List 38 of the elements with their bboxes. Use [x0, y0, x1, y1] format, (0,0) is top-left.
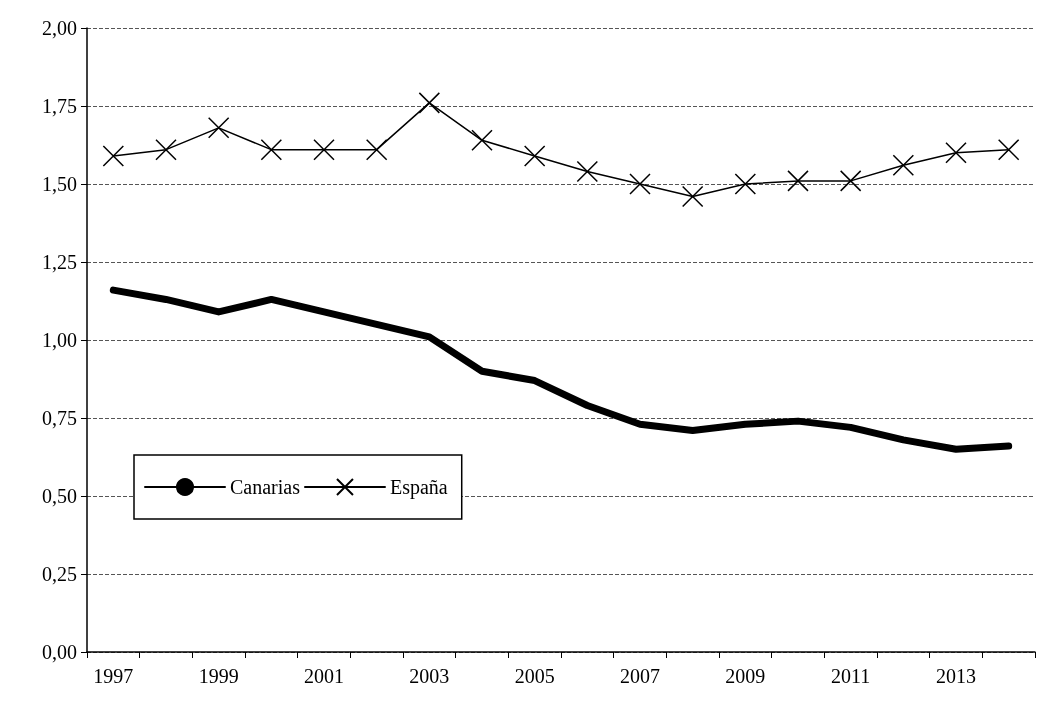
y-tick-label: 1,00	[42, 329, 77, 351]
x-tick-label: 2005	[514, 665, 555, 687]
x-tick-label: 2003	[409, 665, 450, 687]
point	[787, 170, 809, 192]
point	[997, 138, 1020, 161]
point	[102, 145, 125, 167]
y-tick-label: 1,50	[42, 173, 77, 195]
point	[155, 138, 177, 161]
y-tick-label: 0,25	[42, 563, 77, 585]
x-tick-label: 1997	[93, 665, 134, 687]
x-tick-label: 1999	[198, 665, 239, 687]
point	[207, 117, 230, 139]
point	[945, 142, 967, 164]
point	[681, 185, 704, 208]
x-tick-label: 2011	[831, 665, 871, 687]
point	[839, 170, 862, 192]
legend-label: España	[389, 476, 448, 499]
y-tick-label: 1,25	[42, 251, 77, 273]
x-tick-label: 2009	[725, 665, 766, 687]
legend-label: Canarias	[230, 476, 301, 498]
point	[418, 92, 441, 114]
point	[629, 173, 651, 195]
point	[365, 138, 388, 161]
point	[260, 138, 283, 161]
point	[523, 145, 546, 167]
y-tick-label: 2,00	[42, 17, 77, 39]
point	[734, 173, 757, 195]
y-tick-label: 1,75	[42, 95, 77, 117]
x-tick-label: 2007	[620, 665, 660, 687]
point	[576, 160, 599, 183]
x-tick-label: 2013	[936, 665, 976, 687]
y-tick-label: 0,75	[42, 407, 77, 429]
y-tick-label: 0,00	[42, 641, 77, 663]
point	[892, 154, 915, 177]
point	[313, 138, 335, 161]
y-tick-label: 0,50	[42, 485, 77, 507]
point	[471, 129, 493, 152]
x-tick-label: 2001	[304, 665, 344, 687]
